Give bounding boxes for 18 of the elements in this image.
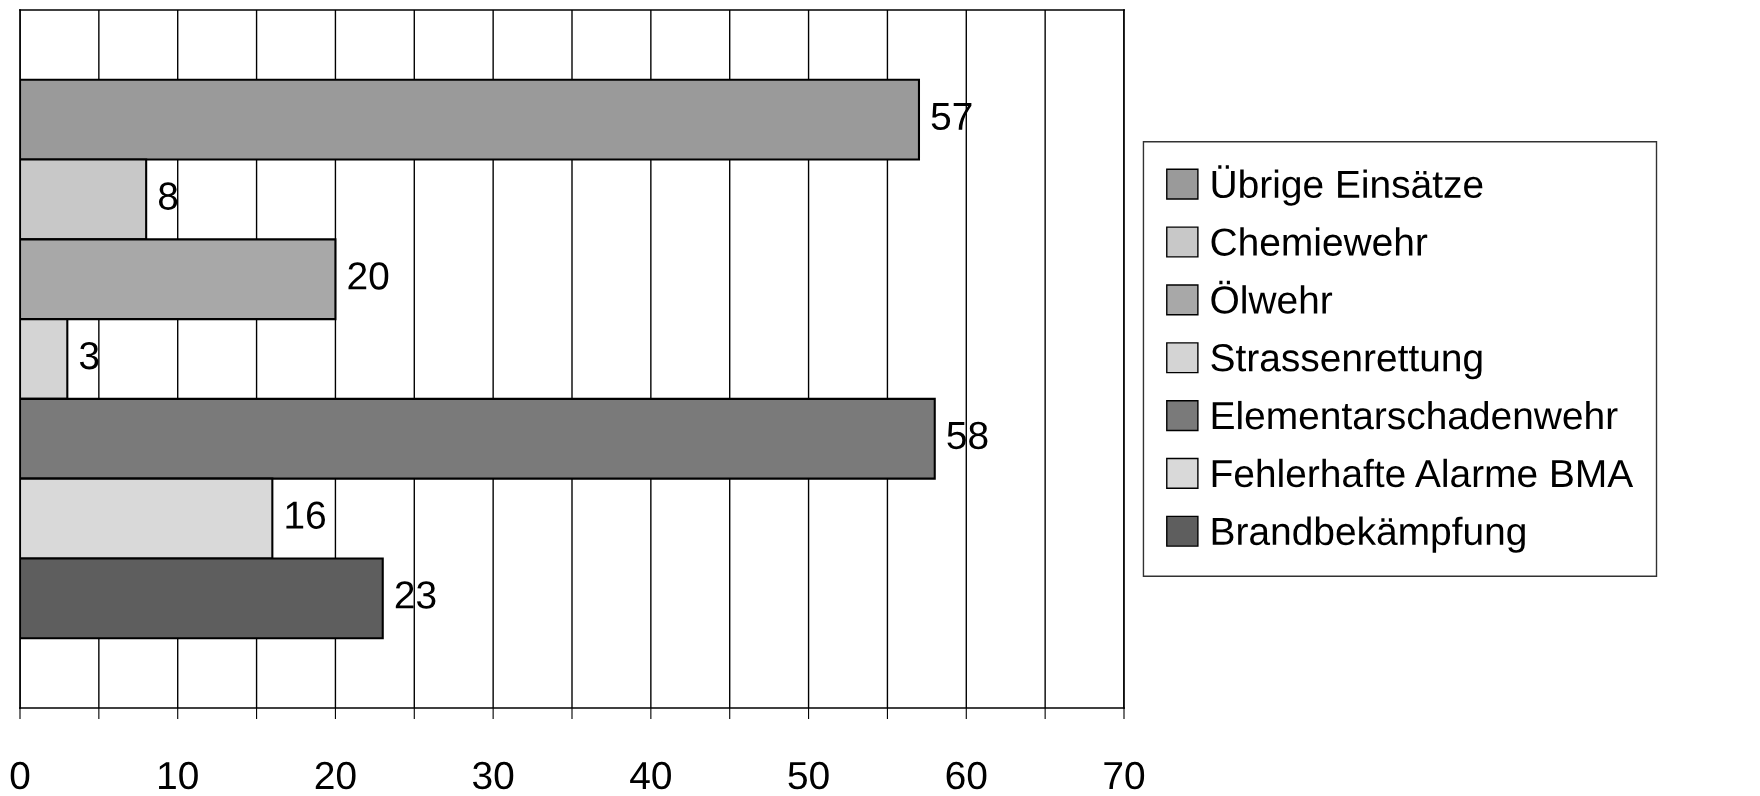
legend-label: Brandbekämpfung [1212, 516, 1525, 553]
data-label: 8 [158, 182, 178, 210]
x-tick-label: 30 [473, 761, 514, 790]
data-label: 16 [286, 501, 325, 529]
x-tick-label: 20 [315, 761, 356, 790]
x-tick-label: 60 [946, 761, 987, 790]
legend-label: Strassenrettung [1211, 344, 1482, 380]
legend-label: Fehlerhafte Alarme BMA [1212, 458, 1634, 488]
x-tick-label: 40 [630, 761, 671, 790]
x-tick-label: 70 [1104, 761, 1145, 790]
legend-label: Elementarschadenwehr [1212, 400, 1618, 430]
legend-label: Übrige Einsätze [1212, 165, 1483, 206]
x-tick-label: 50 [788, 761, 829, 790]
x-tick-label: 10 [159, 761, 198, 790]
legend-label: Ölwehr [1211, 280, 1333, 314]
legend-label: Chemiewehr [1211, 227, 1428, 256]
x-tick-label: 0 [10, 761, 30, 790]
data-label: 20 [348, 262, 389, 290]
